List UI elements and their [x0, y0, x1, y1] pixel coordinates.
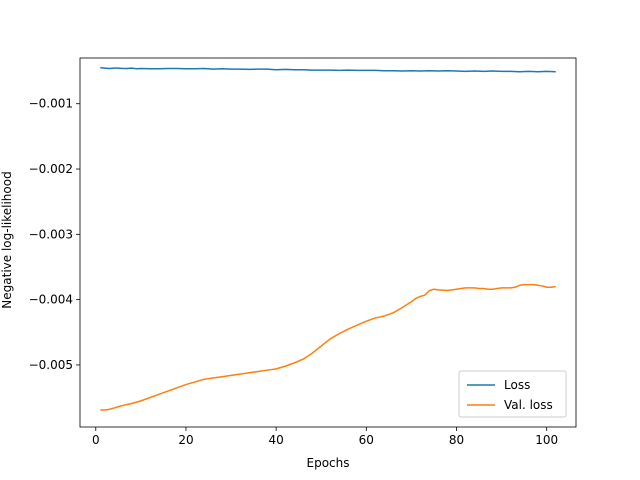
legend-label-0: Loss — [504, 378, 530, 392]
y-tick-label-2: −0.003 — [29, 227, 73, 241]
y-tick-label-3: −0.004 — [29, 293, 73, 307]
x-tick-label-0: 0 — [92, 433, 100, 447]
plot-area — [100, 67, 556, 411]
axes: 0 20 40 60 80 100 −0.001 −0.002 −0.003 −0.004 −0.0… — [29, 57, 577, 447]
x-tick-label-2: 40 — [269, 433, 284, 447]
y-axis-label: Negative log-likelihood — [0, 171, 14, 308]
x-axis-label: Epochs — [307, 456, 350, 470]
y-tick-label-0: −0.001 — [29, 97, 73, 111]
x-tick-label-5: 100 — [535, 433, 558, 447]
y-tick-label-1: −0.002 — [29, 162, 73, 176]
axes-frame — [79, 57, 577, 428]
x-tick-label-3: 60 — [359, 433, 374, 447]
x-tick-label-4: 80 — [449, 433, 464, 447]
legend: Loss Val. loss — [458, 370, 567, 418]
y-tick-label-4: −0.005 — [29, 358, 73, 372]
x-tick-label-1: 20 — [178, 433, 193, 447]
series-line-0 — [100, 67, 556, 73]
series-line-1 — [100, 283, 556, 411]
legend-label-1: Val. loss — [504, 398, 553, 412]
